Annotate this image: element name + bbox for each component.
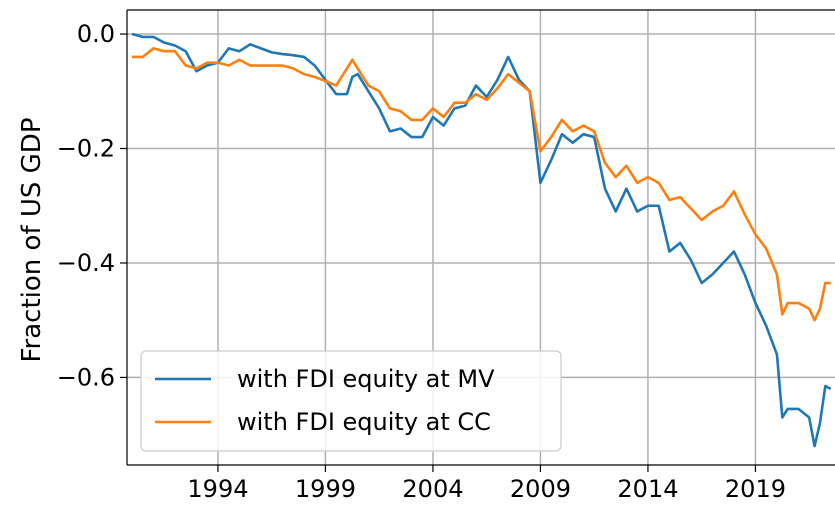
data-line — [131, 47, 831, 322]
y-tick-label: −0.6 — [57, 363, 115, 391]
y-axis-label: Fraction of US GDP — [17, 117, 47, 362]
x-tick-label: 2009 — [510, 475, 571, 503]
x-tick-label: 2004 — [402, 475, 463, 503]
x-tick-label: 2014 — [617, 475, 678, 503]
legend-label: with FDI equity at CC — [237, 408, 491, 436]
legend-label: with FDI equity at MV — [237, 365, 495, 393]
x-tick-label: 1994 — [187, 475, 248, 503]
y-tick-label: −0.2 — [57, 135, 115, 163]
data-line — [131, 32, 832, 448]
plot-lines — [131, 32, 832, 448]
y-tick-label: 0.0 — [77, 20, 115, 48]
legend-box — [140, 350, 562, 452]
x-tick-label: 2019 — [725, 475, 786, 503]
y-tick-label: −0.4 — [57, 249, 115, 277]
x-tick-label: 1999 — [295, 475, 356, 503]
